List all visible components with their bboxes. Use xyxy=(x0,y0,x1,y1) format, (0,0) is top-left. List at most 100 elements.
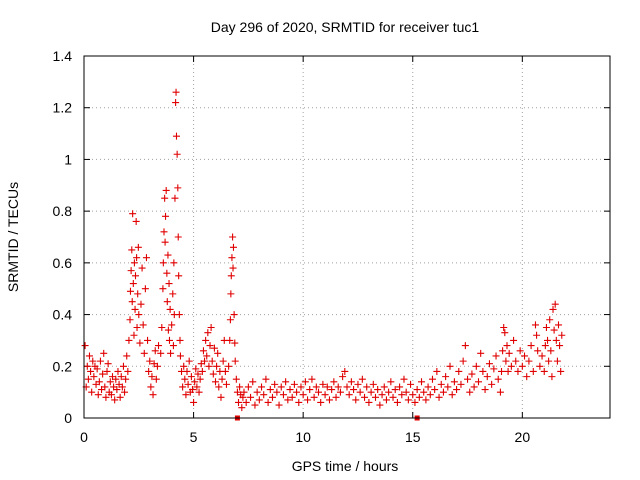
x-tick-label: 5 xyxy=(190,429,198,445)
data-point xyxy=(277,383,285,391)
data-point xyxy=(332,393,340,401)
data-point xyxy=(249,378,257,386)
data-point xyxy=(167,349,175,357)
data-point xyxy=(496,388,504,396)
data-point xyxy=(148,373,156,381)
grid xyxy=(84,56,610,418)
data-point xyxy=(141,285,149,293)
data-point xyxy=(325,396,333,404)
data-point xyxy=(378,391,386,399)
data-point xyxy=(290,380,298,388)
data-point xyxy=(507,362,515,370)
data-point xyxy=(540,367,548,375)
data-point xyxy=(173,150,181,158)
data-point xyxy=(93,365,101,373)
data-point xyxy=(121,388,129,396)
data-point xyxy=(231,357,239,365)
data-point xyxy=(230,311,238,319)
data-point xyxy=(422,396,430,404)
data-point xyxy=(227,290,235,298)
data-point xyxy=(161,238,169,246)
data-point xyxy=(385,388,393,396)
data-point xyxy=(191,378,199,386)
data-point xyxy=(512,357,520,365)
data-point xyxy=(128,298,136,306)
data-point xyxy=(159,259,167,267)
data-point xyxy=(172,88,180,96)
data-point xyxy=(358,375,366,383)
data-point xyxy=(550,326,558,334)
data-point xyxy=(84,375,92,383)
data-point xyxy=(187,373,195,381)
data-point xyxy=(90,373,98,381)
data-point xyxy=(284,396,292,404)
data-point xyxy=(130,259,138,267)
data-point xyxy=(244,383,252,391)
data-point xyxy=(319,380,327,388)
data-point xyxy=(415,393,423,401)
data-point xyxy=(159,285,167,293)
data-point xyxy=(208,357,216,365)
data-point xyxy=(453,386,461,394)
data-point xyxy=(158,324,166,331)
data-point xyxy=(175,311,183,319)
data-point xyxy=(174,233,182,241)
data-point xyxy=(490,365,498,373)
data-point xyxy=(146,357,154,365)
data-point xyxy=(213,362,221,370)
data-point xyxy=(196,375,204,383)
axis-ticks xyxy=(83,55,610,419)
data-point xyxy=(529,367,537,375)
data-point xyxy=(134,290,142,298)
data-point xyxy=(444,383,452,391)
data-point xyxy=(542,324,550,331)
data-point xyxy=(464,375,472,383)
data-point xyxy=(166,305,174,313)
data-point xyxy=(251,401,259,409)
data-point xyxy=(128,246,136,254)
data-point xyxy=(126,316,134,324)
data-point xyxy=(183,367,191,375)
data-point xyxy=(466,388,474,396)
data-point xyxy=(498,367,506,375)
data-point xyxy=(541,342,549,350)
data-point xyxy=(127,267,135,275)
data-point xyxy=(518,362,526,370)
data-point xyxy=(203,352,211,360)
data-point xyxy=(433,367,441,375)
data-point xyxy=(258,383,266,391)
data-point xyxy=(134,243,142,251)
data-point xyxy=(306,386,314,394)
data-point xyxy=(328,386,336,394)
data-point xyxy=(352,396,360,404)
data-point xyxy=(217,393,225,401)
data-point xyxy=(525,357,533,365)
data-point xyxy=(83,362,91,370)
data-point xyxy=(389,393,397,401)
data-point xyxy=(112,375,120,383)
data-point xyxy=(536,362,544,370)
data-point xyxy=(199,347,207,355)
data-point xyxy=(157,349,165,357)
data-point xyxy=(149,391,157,399)
data-point xyxy=(446,362,454,370)
data-point xyxy=(169,342,177,350)
data-point xyxy=(228,254,236,262)
data-point xyxy=(185,357,193,365)
data-point xyxy=(345,391,353,399)
data-point xyxy=(407,380,415,388)
data-point xyxy=(231,339,239,347)
data-point xyxy=(133,324,141,331)
data-point xyxy=(170,259,178,267)
data-point xyxy=(400,375,408,383)
data-point xyxy=(499,347,507,355)
data-point xyxy=(334,383,342,391)
y-tick-label: 1.2 xyxy=(53,100,73,116)
data-point xyxy=(132,217,140,225)
data-point xyxy=(151,347,159,355)
data-point xyxy=(485,360,493,368)
data-point xyxy=(546,316,554,324)
data-point xyxy=(557,367,565,375)
data-point xyxy=(431,386,439,394)
